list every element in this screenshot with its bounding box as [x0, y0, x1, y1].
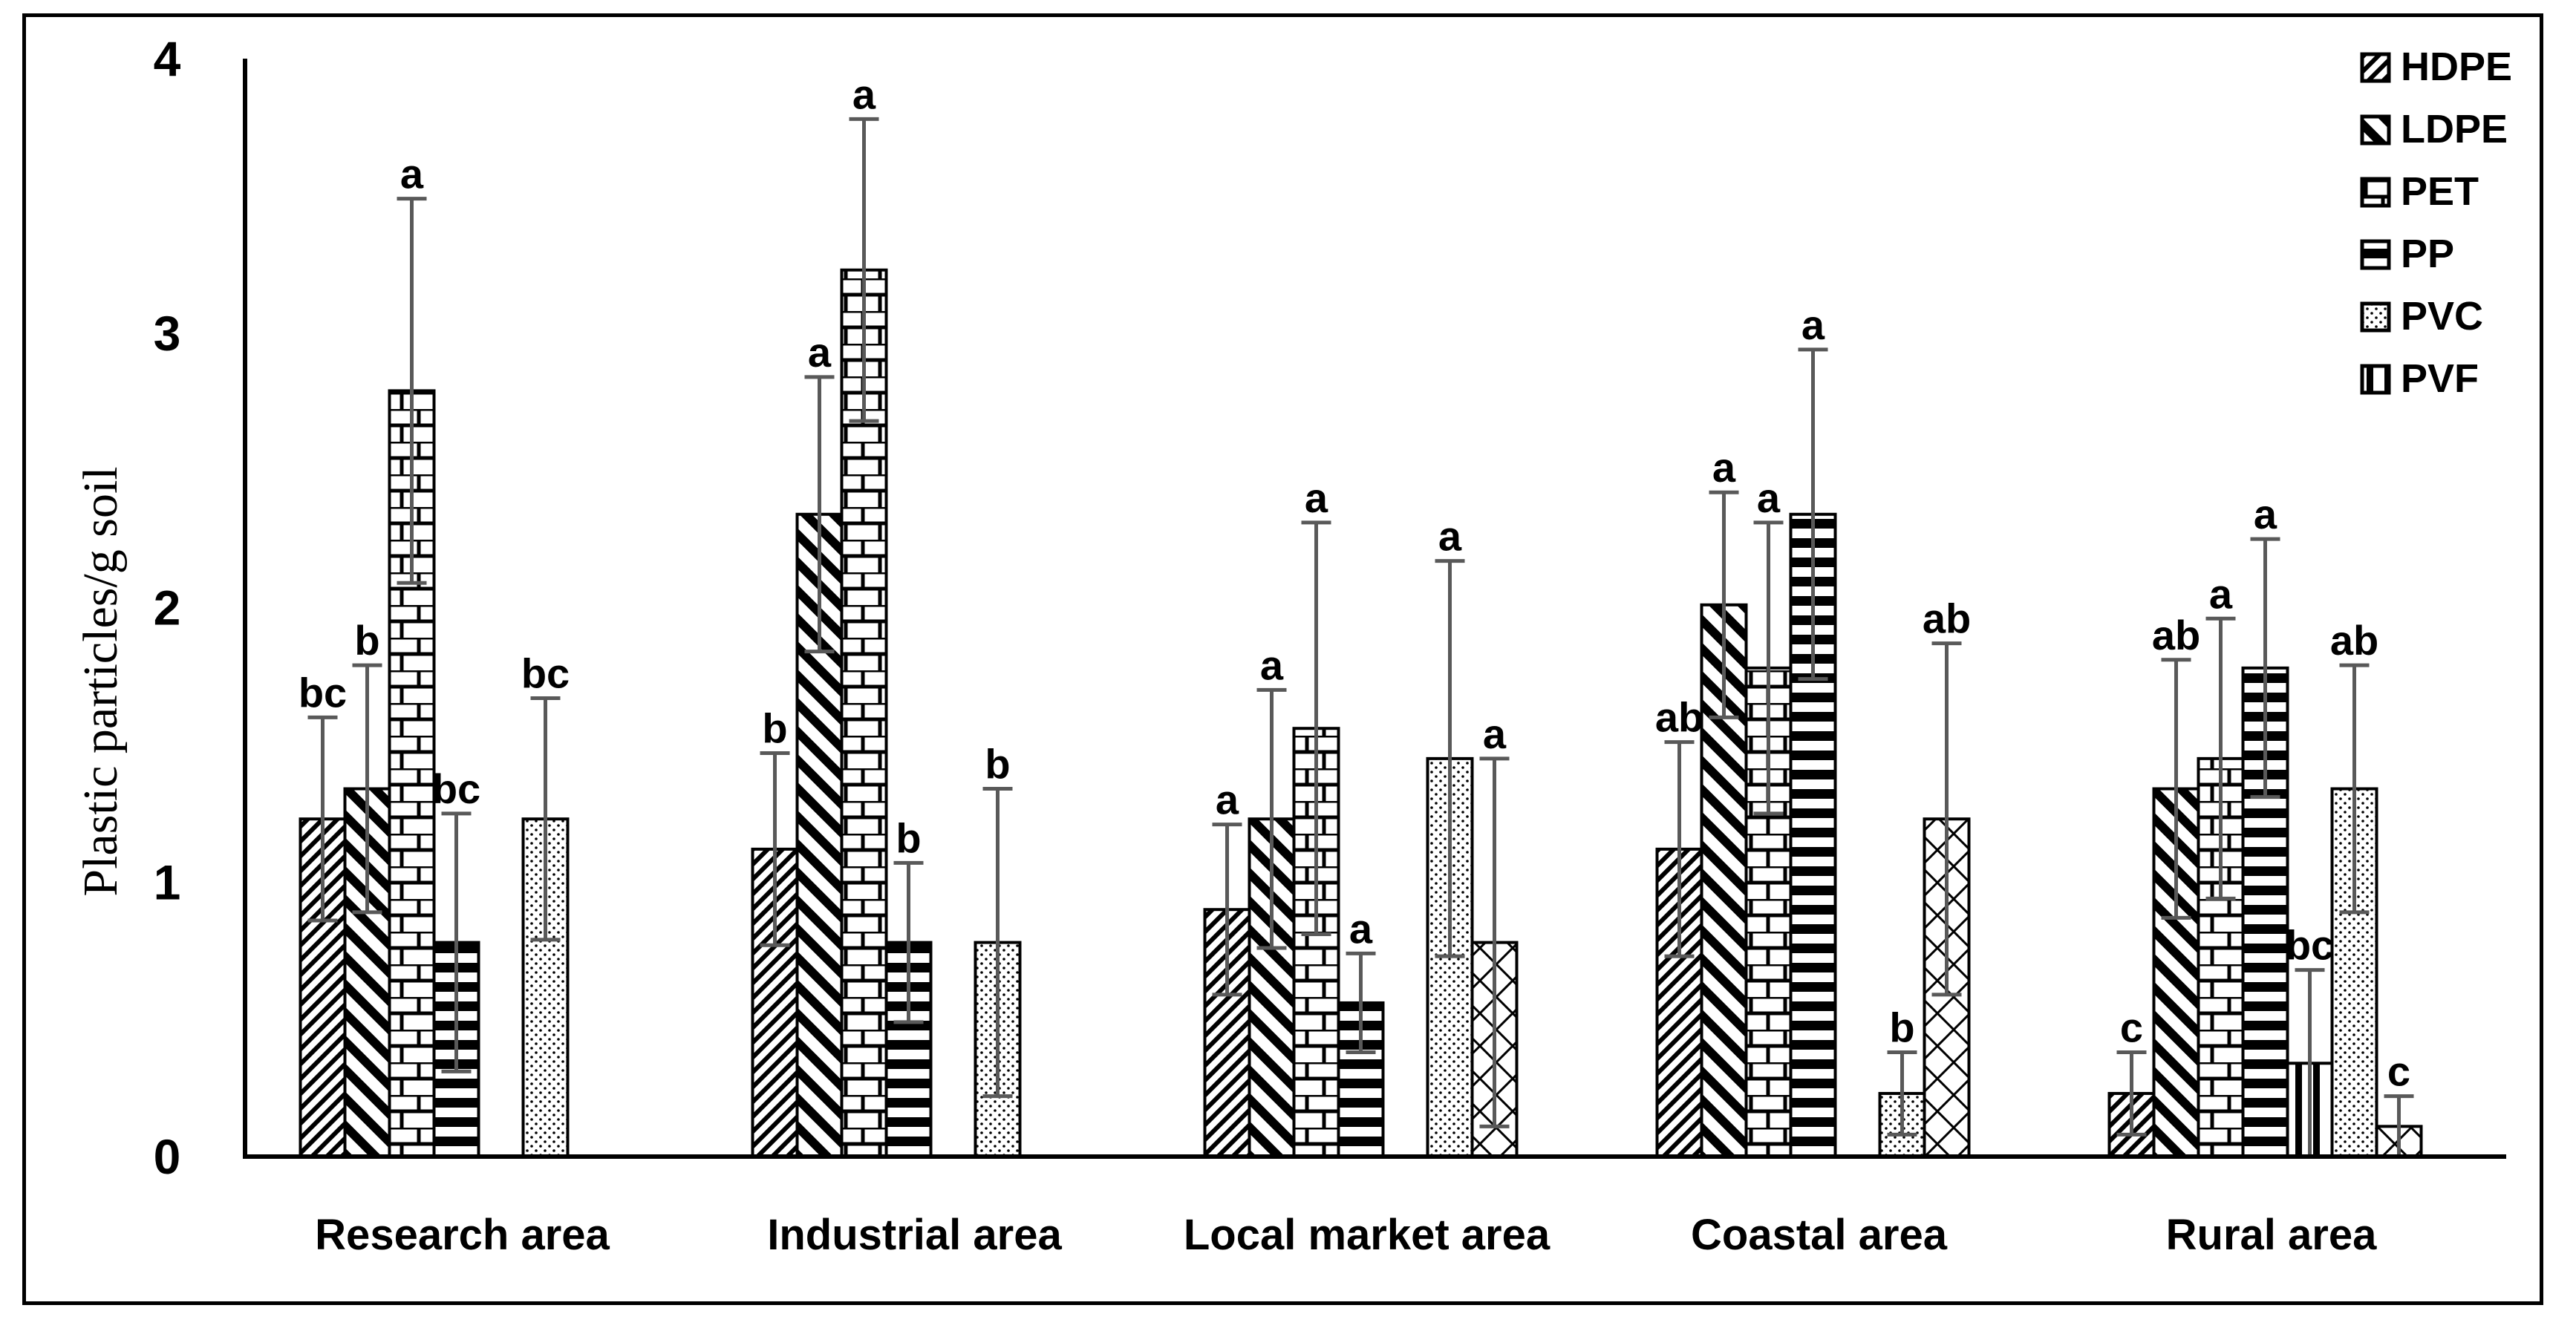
significance-letter-pet-rural-area: a: [2209, 570, 2233, 617]
significance-letter-hdpe-coastal-area: ab: [1655, 694, 1703, 741]
significance-letter-pet-coastal-area: a: [1757, 474, 1781, 521]
significance-letter-pvc-research-area: bc: [521, 650, 570, 697]
y-axis-label: Plastic particles/g soil: [74, 466, 128, 896]
category-label-rural-area: Rural area: [2166, 1211, 2377, 1259]
legend-label-ldpe: LDPE: [2401, 107, 2508, 151]
significance-letter-pvf-rural-area: bc: [2286, 922, 2334, 969]
y-tick-label: 3: [154, 306, 181, 361]
significance-letter-ldpe-rural-area: ab: [2152, 612, 2200, 658]
significance-letter-pvc-rural-area: ab: [2330, 617, 2378, 664]
significance-letter-series-7-rural-area: c: [2387, 1048, 2410, 1095]
significance-letter-ldpe-research-area: b: [354, 617, 379, 664]
significance-letter-pvc-industrial-area: b: [985, 741, 1010, 788]
legend-label-pvf: PVF: [2401, 356, 2479, 401]
legend-swatch-pp: [2360, 239, 2391, 270]
significance-letter-hdpe-rural-area: c: [2120, 1004, 2143, 1050]
significance-letter-pet-industrial-area: a: [852, 71, 876, 117]
significance-letter-pvc-local-market-area: a: [1438, 513, 1462, 560]
legend-swatch-pvc: [2360, 301, 2391, 333]
legend-swatch-pet: [2360, 177, 2391, 208]
significance-letter-hdpe-industrial-area: b: [762, 704, 787, 751]
legend-swatch-pvf: [2360, 364, 2391, 395]
y-tick-label: 2: [154, 581, 181, 635]
error-bars-layer: [307, 117, 2414, 1159]
significance-letter-series-7-coastal-area: ab: [1923, 595, 1971, 642]
legend-swatch-hdpe: [2360, 52, 2391, 83]
significance-letter-pet-local-market-area: a: [1305, 474, 1328, 521]
legend: HDPE LDPE PET PP PVC PVF: [2360, 45, 2512, 401]
significance-letter-ldpe-industrial-area: a: [808, 329, 832, 376]
significance-letter-pp-rural-area: a: [2254, 491, 2277, 537]
legend-label-pvc: PVC: [2401, 294, 2483, 339]
significance-letter-pet-research-area: a: [400, 151, 424, 197]
bar-hdpe-coastal-area: [1655, 847, 1703, 1158]
x-axis-categories: Research area Industrial area Local market…: [315, 1211, 2377, 1259]
y-tick-label: 1: [154, 854, 181, 909]
significance-letter-pp-local-market-area: a: [1349, 905, 1373, 952]
significance-letter-pp-research-area: bc: [432, 765, 480, 812]
significance-letter-series-7-local-market-area: a: [1483, 710, 1507, 757]
y-tick-label: 4: [154, 31, 181, 86]
significance-letter-pp-industrial-area: b: [896, 814, 921, 861]
legend-label-hdpe: HDPE: [2401, 45, 2512, 89]
category-label-coastal-area: Coastal area: [1691, 1211, 1948, 1259]
significance-letter-pp-coastal-area: a: [1801, 301, 1825, 348]
significance-letter-pvc-coastal-area: b: [1889, 1004, 1914, 1050]
significance-letter-hdpe-research-area: bc: [299, 669, 347, 716]
y-tick-label: 0: [154, 1129, 181, 1184]
category-label-research-area: Research area: [315, 1211, 610, 1259]
significance-letter-ldpe-local-market-area: a: [1260, 641, 1284, 688]
legend-label-pet: PET: [2401, 169, 2479, 214]
y-axis-ticks: 0 1 2 3 4: [154, 31, 181, 1184]
significance-letter-hdpe-local-market-area: a: [1216, 776, 1239, 823]
category-label-industrial-area: Industrial area: [767, 1211, 1062, 1259]
legend-label-pp: PP: [2401, 232, 2454, 276]
significance-letter-ldpe-coastal-area: a: [1712, 444, 1736, 491]
legend-swatch-ldpe: [2360, 114, 2391, 146]
category-label-local-market-area: Local market area: [1184, 1211, 1551, 1259]
